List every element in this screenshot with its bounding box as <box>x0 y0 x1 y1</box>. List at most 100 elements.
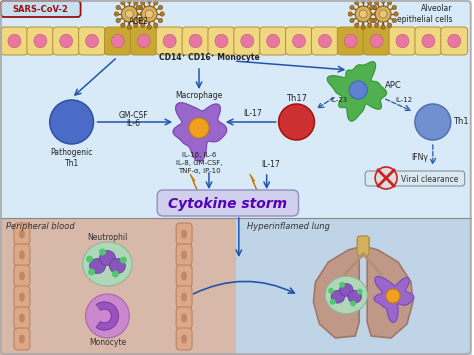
Circle shape <box>372 18 376 23</box>
Circle shape <box>112 271 119 278</box>
Circle shape <box>370 18 374 23</box>
Circle shape <box>386 289 400 303</box>
Circle shape <box>141 23 145 27</box>
Circle shape <box>372 5 376 10</box>
Circle shape <box>127 0 132 3</box>
Circle shape <box>116 18 120 23</box>
Ellipse shape <box>241 34 254 48</box>
Text: Alveolar
epithelial cells: Alveolar epithelial cells <box>397 4 453 24</box>
Circle shape <box>138 18 143 23</box>
FancyBboxPatch shape <box>337 27 364 55</box>
Circle shape <box>134 23 138 27</box>
Ellipse shape <box>19 313 25 322</box>
Circle shape <box>350 18 354 23</box>
Circle shape <box>136 18 140 23</box>
Circle shape <box>136 5 140 10</box>
Circle shape <box>116 5 120 10</box>
Ellipse shape <box>34 34 47 48</box>
Circle shape <box>379 10 387 18</box>
Circle shape <box>279 104 314 140</box>
Ellipse shape <box>109 258 126 273</box>
FancyBboxPatch shape <box>363 27 390 55</box>
Text: Pathogenic
Th1: Pathogenic Th1 <box>50 148 93 168</box>
Ellipse shape <box>90 258 106 273</box>
Ellipse shape <box>181 313 187 322</box>
Circle shape <box>355 1 359 5</box>
Circle shape <box>134 12 138 16</box>
Circle shape <box>374 1 379 5</box>
Circle shape <box>154 1 158 5</box>
Ellipse shape <box>319 34 331 48</box>
Circle shape <box>355 6 371 22</box>
Circle shape <box>387 23 392 27</box>
Text: IL-1β, IL-6
IL-8, GM-CSF,
TNF-α, IP-10: IL-1β, IL-6 IL-8, GM-CSF, TNF-α, IP-10 <box>176 152 222 174</box>
Circle shape <box>350 301 356 306</box>
FancyBboxPatch shape <box>27 27 54 55</box>
Circle shape <box>121 6 137 22</box>
Circle shape <box>121 1 125 5</box>
FancyBboxPatch shape <box>1 1 81 17</box>
Circle shape <box>160 12 164 16</box>
Circle shape <box>138 5 143 10</box>
FancyBboxPatch shape <box>14 328 30 350</box>
FancyBboxPatch shape <box>441 27 468 55</box>
Text: IL-6: IL-6 <box>127 120 140 129</box>
Ellipse shape <box>267 34 280 48</box>
Text: GM-CSF: GM-CSF <box>118 111 148 120</box>
Circle shape <box>374 23 379 27</box>
Polygon shape <box>173 103 227 161</box>
FancyBboxPatch shape <box>389 27 416 55</box>
Ellipse shape <box>19 293 25 301</box>
Ellipse shape <box>86 34 99 48</box>
Text: Th17: Th17 <box>286 94 307 103</box>
FancyBboxPatch shape <box>1 27 28 55</box>
Circle shape <box>158 5 163 10</box>
Bar <box>0 0 472 218</box>
Ellipse shape <box>19 272 25 280</box>
Circle shape <box>140 12 145 16</box>
Circle shape <box>367 1 372 5</box>
FancyBboxPatch shape <box>182 27 209 55</box>
Ellipse shape <box>19 251 25 260</box>
Text: Cytokine storm: Cytokine storm <box>168 197 287 211</box>
Circle shape <box>50 100 93 144</box>
FancyBboxPatch shape <box>176 307 192 329</box>
Ellipse shape <box>82 242 132 286</box>
Circle shape <box>381 25 385 29</box>
Ellipse shape <box>19 229 25 239</box>
Bar <box>0 218 236 355</box>
Text: IL-12: IL-12 <box>395 97 412 103</box>
FancyBboxPatch shape <box>357 236 369 256</box>
Circle shape <box>99 248 106 256</box>
Polygon shape <box>190 174 198 192</box>
Ellipse shape <box>181 251 187 260</box>
Ellipse shape <box>422 34 435 48</box>
FancyBboxPatch shape <box>157 190 299 216</box>
Ellipse shape <box>325 276 367 314</box>
Circle shape <box>367 23 372 27</box>
Ellipse shape <box>189 34 202 48</box>
FancyBboxPatch shape <box>14 223 30 245</box>
FancyBboxPatch shape <box>53 27 80 55</box>
Circle shape <box>392 18 396 23</box>
Circle shape <box>134 1 138 5</box>
Circle shape <box>189 118 209 138</box>
Circle shape <box>357 289 363 295</box>
FancyBboxPatch shape <box>311 27 338 55</box>
FancyBboxPatch shape <box>14 265 30 287</box>
Circle shape <box>350 5 354 10</box>
FancyBboxPatch shape <box>176 223 192 245</box>
Circle shape <box>330 299 336 305</box>
Ellipse shape <box>181 272 187 280</box>
Text: IL-23: IL-23 <box>330 97 347 103</box>
Circle shape <box>86 294 129 338</box>
Polygon shape <box>313 247 359 338</box>
Ellipse shape <box>8 34 21 48</box>
FancyBboxPatch shape <box>156 27 183 55</box>
FancyBboxPatch shape <box>176 265 192 287</box>
Ellipse shape <box>396 34 409 48</box>
Circle shape <box>145 10 153 18</box>
Ellipse shape <box>339 284 353 296</box>
Ellipse shape <box>344 34 357 48</box>
Circle shape <box>374 12 378 16</box>
